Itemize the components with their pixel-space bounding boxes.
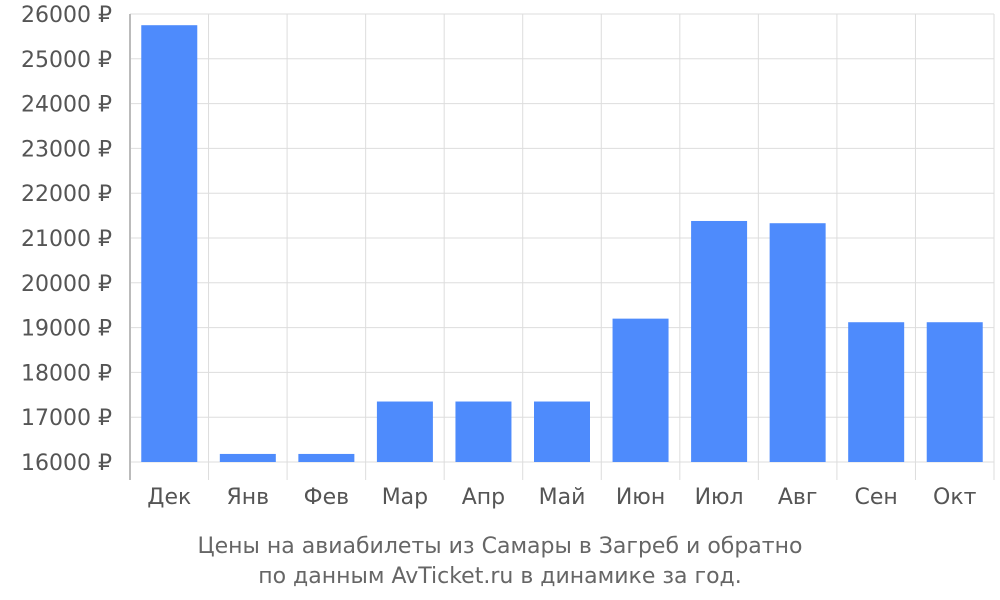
x-tick-label: Июн — [616, 485, 665, 510]
y-tick-label: 23000 ₽ — [21, 137, 112, 162]
y-tick-label: 19000 ₽ — [21, 317, 112, 342]
y-tick-label: 18000 ₽ — [21, 361, 112, 386]
x-tick-label: Авг — [778, 485, 818, 510]
chart-caption-line-2: по данным AvTicket.ru в динамике за год. — [258, 564, 742, 589]
bar-Фев — [298, 453, 355, 462]
bar-Авг — [769, 223, 826, 462]
bar-layer — [141, 25, 983, 462]
bar-Окт — [926, 322, 983, 462]
y-tick-label: 25000 ₽ — [21, 48, 112, 73]
bar-Май — [534, 401, 590, 462]
x-tick-label: Окт — [933, 485, 977, 510]
bar-Сен — [848, 322, 905, 462]
x-tick-label: Апр — [462, 485, 505, 510]
x-tick-label: Янв — [226, 485, 269, 510]
x-tick-label: Мар — [382, 485, 428, 510]
y-tick-label: 24000 ₽ — [21, 93, 112, 118]
bar-Июн — [612, 318, 669, 462]
y-tick-label: 21000 ₽ — [21, 227, 112, 252]
x-tick-label: Дек — [147, 485, 191, 510]
bar-Июл — [691, 220, 748, 462]
x-tick-label: Июл — [695, 485, 744, 510]
y-tick-label: 16000 ₽ — [21, 451, 112, 476]
y-tick-label: 20000 ₽ — [21, 272, 112, 297]
bar-Янв — [219, 453, 276, 462]
x-tick-label: Сен — [855, 485, 898, 510]
label-layer: 16000 ₽ 17000 ₽ 18000 ₽ 19000 ₽ 20000 ₽ 21000… — [21, 3, 977, 510]
x-tick-label: Май — [539, 485, 586, 510]
x-tick-label: Фев — [304, 485, 349, 510]
bar-Апр — [455, 401, 512, 462]
chart-caption-line-1: Цены на авиабилеты из Самары в Загреб и … — [197, 534, 803, 559]
y-tick-label: 17000 ₽ — [21, 406, 112, 431]
bar-Дек — [141, 25, 198, 462]
y-tick-label: 26000 ₽ — [21, 3, 112, 28]
bar-Мар — [376, 401, 433, 462]
y-tick-label: 22000 ₽ — [21, 182, 112, 207]
